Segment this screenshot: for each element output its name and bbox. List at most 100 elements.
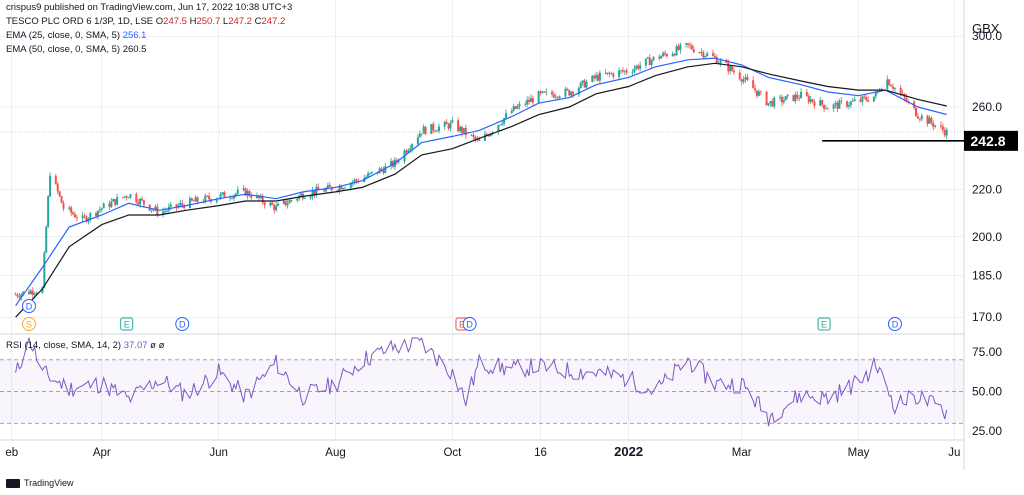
candle-body: [449, 122, 452, 129]
candle-body: [29, 290, 32, 295]
candle-body: [514, 106, 517, 109]
candle-body: [72, 212, 75, 215]
candle-body: [382, 169, 385, 173]
candle-body: [688, 44, 691, 46]
candle-body: [27, 291, 30, 295]
time-tick-label: Oct: [443, 447, 462, 459]
candle-body: [324, 188, 327, 192]
candle-body: [528, 99, 531, 102]
candle-body: [244, 188, 247, 196]
candle-body: [531, 98, 534, 103]
candle-body: [231, 197, 234, 199]
candle-body: [865, 97, 868, 101]
candle-body: [68, 207, 71, 209]
candle-body: [915, 107, 918, 117]
candle-body: [610, 73, 613, 75]
candle-body: [121, 197, 124, 198]
candle-body: [648, 57, 651, 66]
candle-body: [85, 216, 88, 222]
candle-body: [478, 138, 481, 141]
candle-body: [409, 148, 412, 151]
candle-body: [89, 212, 92, 219]
dividend-marker: [21, 299, 36, 313]
price-tick-label: 300.0: [972, 29, 1002, 43]
candle-body: [436, 131, 439, 132]
candle-body: [673, 53, 676, 56]
candle-body: [309, 196, 312, 199]
candle-body: [742, 79, 745, 82]
candle-body: [650, 60, 653, 66]
candle-body: [711, 53, 714, 56]
candle-body: [206, 195, 209, 197]
candle-body: [108, 203, 111, 208]
candle-body: [75, 217, 78, 219]
candle-body: [177, 205, 180, 208]
candle-body: [365, 176, 368, 178]
candle-body: [744, 77, 747, 80]
candle-body: [719, 60, 722, 63]
ema25-legend[interactable]: EMA (25, close, 0, SMA, 5) 256.1: [6, 30, 146, 41]
candle-body: [269, 202, 272, 206]
ema25-legend-label: EMA (25, close, 0, SMA, 5): [6, 30, 121, 41]
event-marker-label: E: [821, 320, 827, 330]
candle-body: [512, 106, 515, 111]
candle-body: [497, 125, 500, 133]
candle-body: [164, 211, 167, 212]
event-marker-label: E: [124, 320, 130, 330]
candle-body: [451, 120, 454, 123]
candle-body: [499, 124, 502, 126]
candle-body: [286, 203, 289, 206]
candle-body: [581, 80, 584, 83]
candle-body: [273, 204, 276, 211]
candle-body: [156, 206, 159, 215]
candle-body: [577, 88, 580, 95]
candle-body: [139, 198, 142, 205]
candle-body: [836, 102, 839, 109]
open-value: 247.5: [163, 16, 187, 27]
candle-body: [485, 134, 488, 136]
publish-text: crispus9 published on TradingView.com, J…: [6, 2, 293, 13]
candle-body: [604, 72, 607, 74]
candle-body: [60, 196, 63, 204]
candle-body: [558, 96, 561, 98]
candle-body: [551, 91, 554, 95]
ema50-legend[interactable]: EMA (50, close, 0, SMA, 5) 260.5: [6, 44, 146, 55]
candle-body: [849, 101, 852, 106]
candle-body: [284, 200, 287, 206]
candle-body: [98, 209, 101, 211]
candle-body: [621, 70, 624, 72]
candle-body: [945, 129, 948, 136]
candle-body: [824, 108, 827, 110]
candle-body: [826, 108, 829, 110]
candle-body: [221, 192, 224, 194]
ema50-legend-value: 260.5: [122, 44, 147, 55]
rsi-legend-extra: ø ø: [150, 340, 165, 351]
candle-body: [564, 88, 567, 97]
candle-body: [54, 175, 57, 184]
rsi-legend[interactable]: RSI (14, close, SMA, 14, 2) 37.07 ø ø: [6, 340, 164, 351]
candle-body: [886, 79, 889, 89]
candle-body: [47, 196, 50, 227]
symbol-line: TESCO PLC ORD 6 1/3P, 1D, LSE O247.5 H25…: [6, 16, 285, 27]
dividend-marker: [887, 317, 902, 331]
price-tick-label: 260.0: [972, 100, 1002, 114]
candle-body: [890, 85, 893, 87]
candle-body: [746, 77, 749, 81]
candle-body: [487, 135, 490, 137]
candle-body: [832, 104, 835, 109]
candle-body: [765, 91, 768, 106]
open-label: O: [155, 16, 164, 27]
candle-body: [188, 198, 191, 209]
candle-body: [704, 56, 707, 58]
candle-body: [460, 126, 463, 134]
candle-body: [524, 103, 527, 105]
candle-body: [16, 294, 19, 297]
candle-body: [215, 199, 218, 202]
candle-body: [116, 197, 119, 205]
price-tick-label: 170.0: [972, 310, 1002, 324]
candle-body: [867, 100, 870, 102]
candle-body: [416, 137, 419, 145]
candle-body: [598, 72, 601, 81]
candle-body: [778, 96, 781, 98]
